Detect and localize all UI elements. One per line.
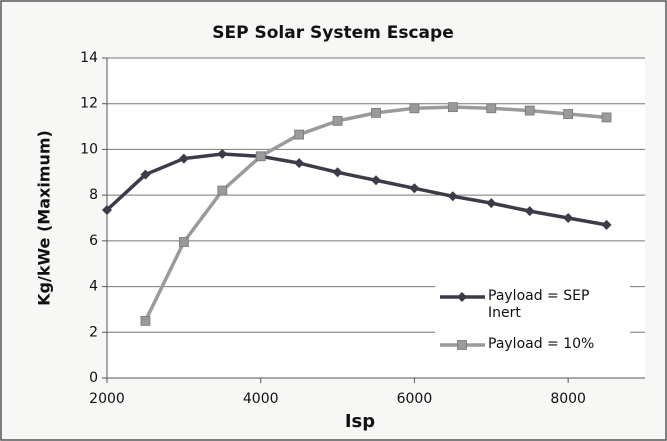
marker [601,112,612,123]
marker [294,158,305,169]
marker [409,103,420,114]
marker [563,109,574,119]
marker [486,198,497,209]
y-tick-label: 6 [89,233,98,249]
y-tick-label: 0 [89,370,98,386]
marker [332,115,343,126]
marker [178,237,189,247]
marker [486,103,497,114]
x-axis-label: Isp [345,411,375,432]
marker [447,102,458,113]
series-line [105,152,607,227]
marker [294,129,305,140]
marker [371,175,381,186]
marker [524,206,535,217]
marker [255,151,266,162]
y-tick-label: 10 [80,141,98,157]
marker [563,213,574,223]
marker [140,315,151,326]
legend-marker [457,292,467,302]
y-tick-label: 12 [80,96,98,112]
marker [524,105,535,116]
marker [371,107,381,118]
x-tick-label: 8000 [550,391,586,407]
marker [217,185,228,196]
x-tick-label: 2000 [89,391,125,407]
y-tick-label: 8 [89,187,98,203]
marker [447,191,458,202]
y-tick-label: 2 [89,324,98,340]
legend-marker [457,340,467,350]
legend-label: Payload = 10% [488,336,595,352]
marker [140,169,151,180]
legend-box [435,282,630,360]
legend-label: Payload = SEP Inert [488,288,590,321]
chart-title: SEP Solar System Escape [212,23,453,43]
marker [217,149,228,159]
x-tick-label: 4000 [243,391,279,407]
marker [601,219,612,230]
marker [409,183,420,194]
marker [332,167,343,178]
marker [102,205,112,215]
y-tick-label: 4 [89,279,98,295]
marker [178,153,189,164]
x-tick-label: 6000 [397,391,433,407]
y-tick-label: 14 [80,50,98,66]
y-axis-label: Kg/kWe (Maximum) [35,130,54,306]
